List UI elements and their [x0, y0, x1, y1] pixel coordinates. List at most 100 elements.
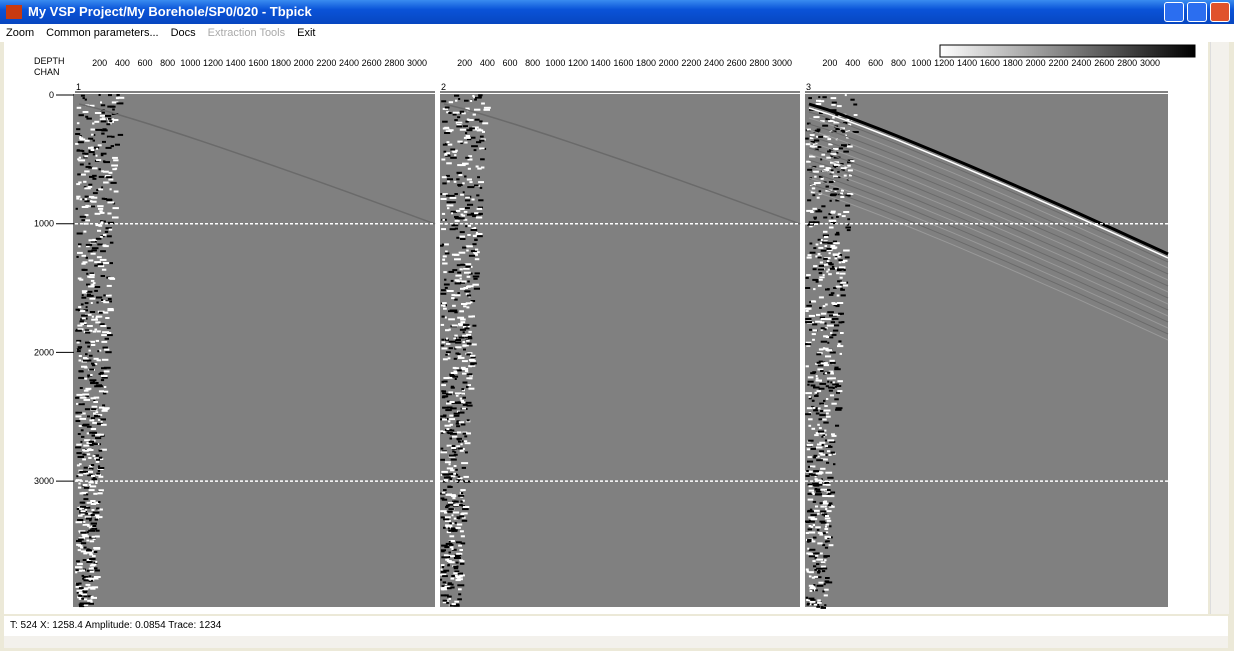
- trace-sample: [830, 200, 832, 202]
- trace-sample: [466, 340, 470, 342]
- trace-sample: [461, 424, 466, 426]
- trace-sample: [94, 567, 98, 569]
- trace-sample: [806, 570, 808, 572]
- trace-sample: [106, 176, 112, 178]
- trace-sample: [102, 269, 106, 271]
- trace-sample: [88, 186, 92, 188]
- trace-sample: [113, 207, 119, 209]
- trace-sample: [90, 571, 95, 573]
- trace-sample: [77, 464, 80, 466]
- trace-sample: [467, 179, 472, 181]
- trace-sample: [806, 305, 812, 307]
- trace-sample: [114, 191, 119, 193]
- scrollbar[interactable]: [1210, 42, 1229, 614]
- trace-sample: [443, 308, 447, 310]
- trace-sample: [806, 274, 811, 276]
- trace-sample: [451, 578, 455, 580]
- trace-sample: [454, 358, 457, 360]
- trace-sample: [443, 144, 448, 146]
- trace-sample: [92, 167, 98, 169]
- trace-sample: [101, 375, 108, 377]
- close-button[interactable]: [1210, 2, 1230, 22]
- trace-sample: [97, 350, 99, 352]
- trace-sample: [78, 346, 82, 348]
- trace-sample: [443, 271, 447, 273]
- trace-sample: [86, 244, 92, 246]
- trace-sample: [99, 390, 104, 392]
- trace-sample: [443, 600, 448, 602]
- trace-sample: [92, 422, 97, 424]
- trace-sample: [76, 444, 82, 446]
- trace-sample: [452, 497, 455, 499]
- trace-sample: [441, 198, 447, 200]
- trace-sample: [809, 571, 814, 573]
- trace-sample: [446, 393, 452, 395]
- trace-sample: [837, 269, 842, 271]
- menu-item[interactable]: Exit: [297, 27, 315, 39]
- trace-sample: [812, 428, 816, 430]
- trace-sample: [461, 535, 465, 537]
- trace-sample: [811, 448, 816, 450]
- offset-tick-label: 2600: [362, 58, 382, 68]
- trace-sample: [829, 181, 834, 183]
- trace-sample: [91, 428, 96, 430]
- menu-item[interactable]: Zoom: [6, 27, 34, 39]
- trace-sample: [76, 583, 82, 585]
- trace-sample: [83, 97, 85, 99]
- trace-sample: [474, 99, 477, 101]
- trace-sample: [467, 281, 470, 283]
- menu-item[interactable]: Docs: [171, 27, 196, 39]
- trace-sample: [94, 443, 98, 445]
- trace-sample: [98, 208, 103, 210]
- trace-sample: [474, 239, 477, 241]
- trace-sample: [819, 432, 824, 434]
- trace-sample: [86, 584, 91, 586]
- trace-sample: [813, 510, 820, 512]
- trace-sample: [455, 392, 462, 394]
- trace-sample: [80, 387, 83, 389]
- trace-sample: [457, 438, 460, 440]
- trace-sample: [445, 107, 450, 109]
- trace-sample: [96, 155, 98, 157]
- trace-sample: [472, 243, 476, 245]
- trace-sample: [831, 292, 835, 294]
- trace-sample: [823, 400, 825, 402]
- trace-sample: [819, 307, 822, 309]
- trace-sample: [810, 521, 815, 523]
- offset-tick-label: 3000: [1140, 58, 1160, 68]
- trace-sample: [820, 454, 825, 456]
- trace-sample: [89, 519, 92, 521]
- trace-sample: [80, 321, 84, 323]
- offset-tick-label: 600: [137, 58, 152, 68]
- trace-sample: [837, 345, 843, 347]
- trace-sample: [95, 411, 98, 413]
- trace-sample: [103, 407, 110, 409]
- maximize-button[interactable]: [1187, 2, 1207, 22]
- trace-sample: [444, 279, 446, 281]
- trace-sample: [79, 508, 82, 510]
- trace-sample: [453, 459, 457, 461]
- trace-sample: [98, 476, 103, 478]
- trace-sample: [107, 309, 114, 311]
- trace-sample: [813, 537, 817, 539]
- trace-sample: [808, 517, 815, 519]
- minimize-button[interactable]: [1164, 2, 1184, 22]
- seismic-panel: [440, 94, 800, 607]
- trace-sample: [89, 298, 95, 300]
- trace-sample: [474, 212, 479, 214]
- trace-sample: [83, 559, 87, 561]
- trace-sample: [460, 450, 464, 452]
- trace-sample: [831, 97, 837, 99]
- menu-item[interactable]: Common parameters...: [46, 27, 158, 39]
- trace-sample: [448, 527, 450, 529]
- trace-sample: [844, 175, 847, 177]
- trace-sample: [820, 410, 823, 412]
- trace-sample: [449, 473, 454, 475]
- trace-sample: [824, 405, 828, 407]
- trace-sample: [822, 570, 825, 572]
- trace-sample: [458, 412, 465, 414]
- trace-sample: [826, 271, 828, 273]
- trace-sample: [448, 391, 453, 393]
- trace-sample: [463, 433, 467, 435]
- trace-sample: [805, 521, 810, 523]
